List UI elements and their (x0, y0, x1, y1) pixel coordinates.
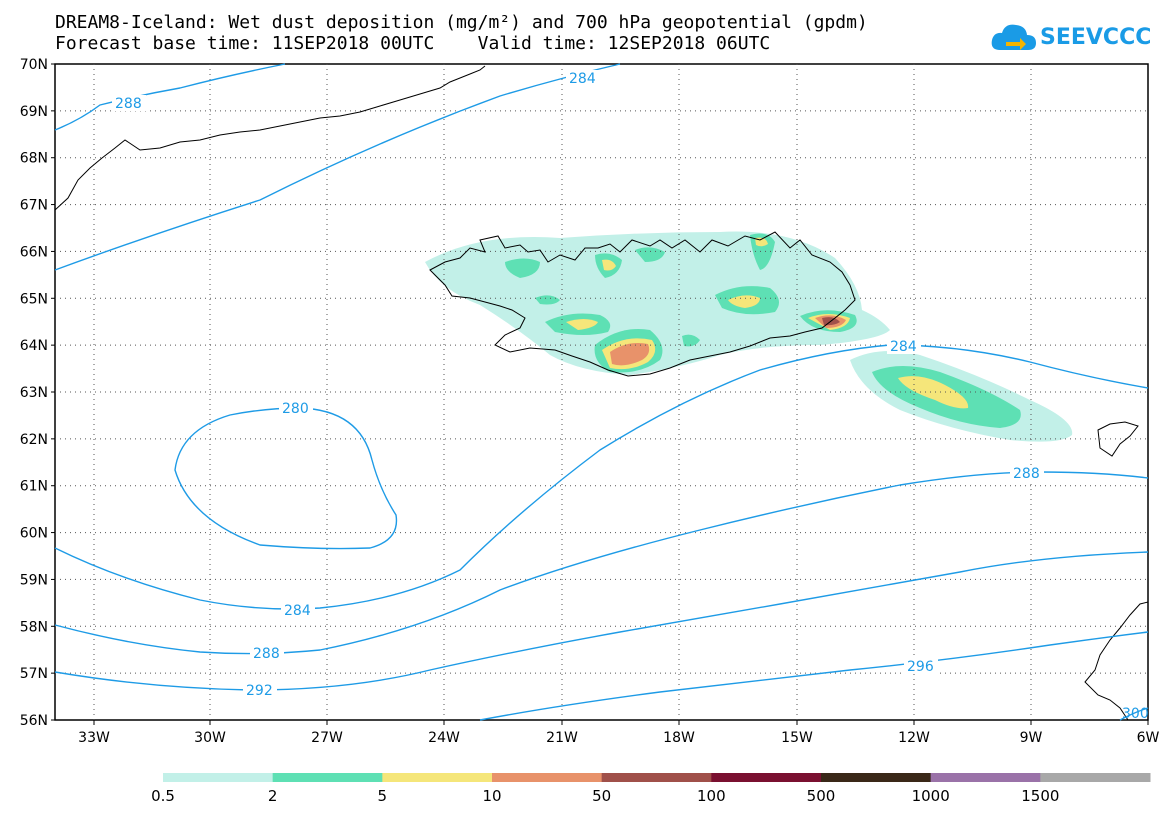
contour-label: 284 (890, 339, 917, 355)
latitude-label: 68N (20, 151, 48, 167)
contour-296 (479, 631, 1149, 721)
contour-284-south (54, 344, 1149, 610)
contour-label: 288 (115, 96, 142, 112)
latitude-labels: 70N 69N 68N 67N 66N 65N 64N 63N 62N 61N 60N 59N 58N 5… (20, 57, 55, 729)
contour-label: 284 (284, 603, 311, 619)
latitude-label: 57N (20, 666, 48, 682)
legend-swatch (930, 773, 1041, 782)
legend-label: 10 (482, 787, 501, 805)
color-legend: 0.5 2 5 10 50 100 500 1000 1500 (151, 773, 1151, 805)
deposition-area (610, 343, 650, 366)
longitude-label: 21W (546, 730, 578, 746)
legend-swatch (711, 773, 822, 782)
latitude-label: 58N (20, 619, 48, 635)
contour-288-south (54, 471, 1149, 655)
longitude-label: 6W (1137, 730, 1160, 746)
deposition-area (635, 247, 665, 262)
legend-swatch (492, 773, 603, 782)
latitude-label: 66N (20, 244, 48, 260)
contour-label: 288 (253, 646, 280, 662)
seevccc-logo: SEEVCCC (990, 20, 1151, 60)
longitude-label: 30W (194, 730, 226, 746)
iceland-coastline (429, 231, 856, 377)
longitude-label: 33W (78, 730, 110, 746)
legend-swatch (1040, 773, 1151, 782)
contour-label: 300 (1122, 706, 1149, 722)
longitude-label: 24W (428, 730, 460, 746)
latitude-label: 60N (20, 526, 48, 542)
contour-288-north (54, 63, 286, 131)
latitude-label: 64N (20, 338, 48, 354)
legend-swatch (163, 773, 274, 782)
longitude-label: 18W (663, 730, 695, 746)
latitude-label: 62N (20, 432, 48, 448)
latitude-label: 56N (20, 713, 48, 729)
deposition-area (898, 376, 969, 409)
legend-label: 100 (697, 787, 726, 805)
contour-284-north (54, 63, 621, 271)
dust-shading (425, 231, 1073, 442)
longitude-label: 12W (898, 730, 930, 746)
contour-300 (1119, 707, 1149, 721)
contour-label: 288 (1013, 466, 1040, 482)
contour-labels: 288 284 280 284 288 292 284 288 296 300 (112, 70, 1149, 722)
legend-label: 2 (268, 787, 278, 805)
deposition-area (566, 319, 598, 330)
geopotential-contours (54, 63, 1149, 721)
contour-280-closed (174, 407, 398, 550)
legend-label: 500 (807, 787, 836, 805)
latitude-label: 67N (20, 198, 48, 214)
graticule (55, 64, 1148, 720)
latitude-label: 65N (20, 291, 48, 307)
deposition-area (505, 258, 540, 278)
longitude-label: 27W (311, 730, 343, 746)
cloud-logo-icon (991, 24, 1036, 50)
logo-text: SEEVCCC (1040, 25, 1152, 50)
scotland-coastline (1084, 601, 1149, 721)
deposition-area (535, 295, 560, 305)
contour-label: 280 (282, 401, 309, 417)
faroe-coastline (1097, 421, 1139, 457)
contour-label: 292 (246, 683, 273, 699)
legend-label: 0.5 (151, 787, 175, 805)
greenland-coastline (54, 65, 486, 211)
longitude-label: 9W (1020, 730, 1043, 746)
latitude-label: 70N (20, 57, 48, 73)
legend-label: 1000 (912, 787, 950, 805)
coastlines (54, 65, 1149, 721)
deposition-area (602, 259, 616, 271)
contour-label: 296 (907, 659, 934, 675)
latitude-label: 69N (20, 104, 48, 120)
map-title: DREAM8-Iceland: Wet dust deposition (mg/… (55, 12, 868, 33)
legend-label: 1500 (1021, 787, 1059, 805)
legend-label: 5 (378, 787, 388, 805)
contour-label: 284 (569, 71, 596, 87)
latitude-label: 59N (20, 572, 48, 588)
longitude-labels: 33W 30W 27W 24W 21W 18W 15W 12W 9W 6W (78, 720, 1160, 746)
deposition-area (425, 231, 890, 375)
legend-swatch (601, 773, 712, 782)
map-subtitle: Forecast base time: 11SEP2018 00UTC Vali… (55, 33, 771, 54)
legend-label: 50 (592, 787, 611, 805)
legend-swatch (382, 773, 493, 782)
latitude-label: 63N (20, 385, 48, 401)
latitude-label: 61N (20, 479, 48, 495)
legend-swatch (821, 773, 932, 782)
deposition-area (682, 334, 700, 347)
longitude-label: 15W (781, 730, 813, 746)
legend-swatch (272, 773, 383, 782)
